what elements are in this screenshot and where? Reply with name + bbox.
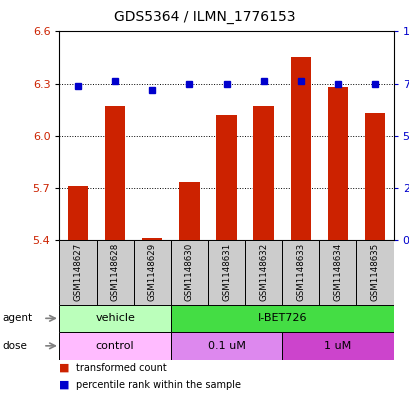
Text: GSM1148627: GSM1148627: [73, 243, 82, 301]
Text: GDS5364 / ILMN_1776153: GDS5364 / ILMN_1776153: [114, 10, 295, 24]
Bar: [355, 240, 393, 305]
Text: GSM1148632: GSM1148632: [258, 243, 267, 301]
Text: GSM1148633: GSM1148633: [296, 243, 305, 301]
Bar: [364, 113, 384, 240]
Text: GSM1148635: GSM1148635: [370, 243, 379, 301]
Text: control: control: [96, 341, 134, 351]
Bar: [171, 305, 393, 332]
Bar: [216, 115, 236, 240]
Bar: [179, 182, 199, 240]
Bar: [281, 332, 393, 360]
Text: ■: ■: [59, 363, 70, 373]
Text: GSM1148630: GSM1148630: [184, 243, 193, 301]
Text: ■: ■: [59, 380, 70, 389]
Bar: [171, 332, 281, 360]
Text: 1 uM: 1 uM: [324, 341, 351, 351]
Bar: [133, 240, 171, 305]
Bar: [319, 240, 355, 305]
Bar: [327, 87, 347, 240]
Bar: [59, 240, 97, 305]
Bar: [97, 240, 133, 305]
Bar: [105, 106, 125, 240]
Bar: [245, 240, 281, 305]
Text: GSM1148634: GSM1148634: [333, 243, 342, 301]
Bar: [59, 332, 171, 360]
Text: GSM1148628: GSM1148628: [110, 243, 119, 301]
Text: GSM1148631: GSM1148631: [222, 243, 230, 301]
Text: agent: agent: [2, 313, 32, 323]
Bar: [142, 238, 162, 240]
Text: 0.1 uM: 0.1 uM: [207, 341, 245, 351]
Bar: [67, 186, 88, 240]
Bar: [171, 240, 207, 305]
Text: I-BET726: I-BET726: [257, 313, 306, 323]
Bar: [290, 57, 310, 240]
Bar: [281, 240, 319, 305]
Text: dose: dose: [2, 341, 27, 351]
Bar: [207, 240, 245, 305]
Text: transformed count: transformed count: [76, 363, 166, 373]
Bar: [253, 106, 273, 240]
Bar: [59, 305, 171, 332]
Text: percentile rank within the sample: percentile rank within the sample: [76, 380, 240, 389]
Text: GSM1148629: GSM1148629: [147, 243, 156, 301]
Text: vehicle: vehicle: [95, 313, 135, 323]
